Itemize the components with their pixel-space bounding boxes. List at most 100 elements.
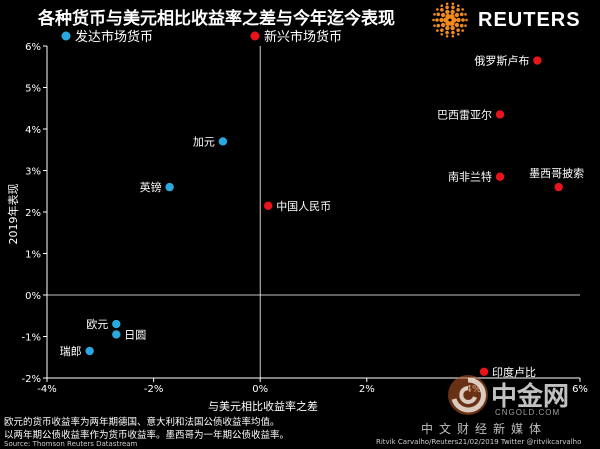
y-tick-label: -2% — [22, 374, 41, 385]
logo-dot — [459, 12, 464, 17]
logo-dot — [445, 9, 450, 15]
logo-dot — [464, 13, 467, 16]
logo-dot — [445, 13, 451, 20]
data-point — [112, 319, 121, 329]
logo-dot — [451, 5, 455, 10]
data-point-label: 瑞郎 — [60, 344, 82, 358]
logo-dot — [456, 32, 460, 36]
logo-dot — [445, 34, 449, 38]
data-point — [533, 56, 542, 65]
y-tick-label: 3% — [25, 167, 41, 178]
watermark-url: CNGOLD.COM — [495, 408, 561, 417]
logo-dot — [440, 22, 446, 28]
logo-dot — [461, 18, 465, 22]
y-tick-label: 2% — [25, 208, 41, 219]
data-point — [85, 346, 94, 356]
legend-label: 新兴市场货币 — [264, 29, 342, 45]
logo-dot — [465, 18, 468, 22]
logo-dot — [454, 12, 460, 18]
logo-dot — [449, 20, 455, 27]
logo-dot — [461, 8, 464, 11]
logo-dot — [435, 18, 439, 22]
logo-dot — [451, 34, 455, 38]
legend-label: 发达市场货币 — [75, 29, 153, 45]
y-tick-label: 6% — [25, 42, 41, 53]
source-note: Source: Thomson Reuters Datastream — [4, 440, 138, 448]
logo-dot — [436, 8, 439, 11]
y-axis-label: 2019年表现 — [6, 184, 20, 245]
logo-dot — [454, 22, 460, 28]
cngold-swirl-logo-icon — [448, 375, 488, 415]
y-tick-label: 5% — [25, 84, 41, 95]
brand-name: REUTERS — [478, 9, 581, 31]
data-point-label: 墨西哥披索 — [529, 166, 584, 180]
logo-dot — [456, 28, 460, 32]
data-point-label: 欧元 — [86, 318, 108, 331]
logo-dot — [445, 2, 449, 6]
y-tick-label: -1% — [22, 333, 41, 344]
logo-dot — [440, 4, 444, 8]
logo-dot — [445, 30, 449, 35]
logo-dot — [450, 25, 455, 31]
data-point-label: 日圆 — [124, 328, 146, 341]
data-point-label: 巴西雷亚尔 — [437, 108, 492, 121]
data-point-label: 印度卢比 — [492, 365, 536, 379]
cngold-watermark: 中金网 CNGOLD.COM 中文财经新媒体 — [421, 370, 600, 440]
x-axis-label: 与美元相比收益率之差 — [208, 399, 318, 413]
logo-dot — [451, 30, 455, 35]
watermark-main: 中金网 — [491, 382, 570, 412]
logo-dot — [449, 13, 455, 20]
data-point — [479, 367, 489, 376]
data-point — [495, 172, 505, 181]
chart-title: 各种货币与美元相比收益率之差与今年迄今表现 — [38, 9, 395, 29]
logo-dot — [464, 24, 467, 27]
data-point — [554, 182, 563, 192]
chart-legend: 发达市场货币 新兴市场货币 — [61, 29, 342, 45]
legend-marker — [61, 31, 71, 41]
logo-dot — [456, 17, 461, 23]
credit-note: Ritvik Carvalho/Reuters21/02/2019 Twitte… — [376, 438, 582, 446]
footnote-line-1: 欧元的货币收益率为两年期德国、意大利和法国公债收益率均值。 — [4, 417, 280, 428]
logo-dot — [439, 17, 444, 23]
logo-dot — [432, 18, 435, 22]
data-point — [165, 182, 174, 192]
reuters-brand: REUTERS — [432, 2, 597, 38]
axis-ticks: -2%-1%0%1%2%3%4%5%6%-4%-2%0%2%4%6% — [22, 42, 588, 395]
data-point-label: 英镑 — [140, 180, 162, 194]
x-tick-label: 0% — [252, 384, 268, 395]
data-point-label: 俄罗斯卢布 — [474, 55, 529, 68]
logo-dot — [440, 8, 444, 12]
x-tick-label: 6% — [572, 384, 588, 395]
logo-dot — [450, 9, 455, 15]
logo-dot — [433, 13, 436, 16]
reuters-dots-logo-icon — [432, 2, 468, 38]
footnote-line-2: 以两年期公债收益率作为货币收益率。墨西哥为一年期公债收益率。 — [4, 430, 290, 441]
x-tick-label: -2% — [144, 384, 163, 395]
logo-dot — [461, 29, 464, 32]
data-point-label: 南非兰特 — [448, 170, 492, 184]
y-tick-label: 0% — [25, 291, 41, 302]
data-point-label: 中国人民币 — [276, 200, 331, 213]
logo-dot — [445, 5, 449, 10]
logo-dot — [445, 25, 450, 31]
data-point-label: 加元 — [193, 135, 215, 148]
logo-dot — [440, 32, 444, 36]
logo-dot — [433, 24, 436, 27]
data-point — [495, 110, 505, 119]
footnote: 欧元的货币收益率为两年期德国、意大利和法国公债收益率均值。 以两年期公债收益率作… — [4, 416, 289, 442]
data-point — [112, 330, 121, 339]
data-point — [263, 201, 273, 210]
logo-dot — [459, 23, 464, 28]
logo-dot — [440, 28, 444, 32]
logo-dot — [436, 29, 439, 32]
x-tick-label: 2% — [359, 384, 375, 395]
logo-dot — [436, 23, 441, 28]
logo-dot — [456, 8, 460, 12]
logo-dot — [456, 4, 460, 8]
x-tick-label: -4% — [37, 384, 56, 395]
y-tick-label: 1% — [25, 250, 41, 261]
watermark-sub: 中文财经新媒体 — [421, 422, 548, 436]
data-point — [218, 137, 228, 146]
